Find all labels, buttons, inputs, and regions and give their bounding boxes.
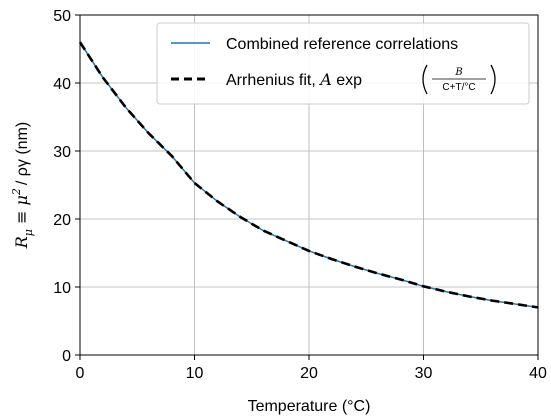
legend-paren-right [490,64,496,95]
legend-paren-left [422,64,428,95]
data-lines [78,41,539,309]
y-axis-label-sup: 2 [10,188,23,196]
y-tick-label: 50 [53,8,71,25]
legend-frac-denominator: C+T/°C [442,82,475,93]
legend-arrhenius-prefix: Arrhenius fit, [226,72,320,89]
y-tick-label: 40 [53,76,71,93]
svg-text:Arrhenius fit, A exp: Arrhenius fit, A exp [226,70,362,89]
x-tick-label: 0 [76,365,85,382]
legend-frac-numerator: B [454,67,462,78]
series-line-arrhenius [78,41,539,309]
legend-box [156,22,530,105]
x-tick-label: 10 [186,365,204,382]
legend-arrhenius-A: A [318,70,332,89]
y-tick-label: 0 [62,348,71,365]
legend-label-reference: Combined reference correlations [226,36,458,53]
y-tick-label: 30 [53,144,71,161]
ticks [75,14,539,360]
y-tick-label: 20 [53,212,71,229]
x-axis-label: Temperature (°C) [248,398,371,415]
y-axis-label-rest: ≡ μ [12,195,31,229]
x-tick-label: 20 [300,365,318,382]
y-axis-label-sub: μ [22,229,35,236]
legend-arrhenius-exp: exp [332,72,362,89]
y-tick-label: 10 [53,280,71,297]
x-tick-label: 40 [529,365,547,382]
y-axis-label-tail: / ργ (nm) [14,122,31,185]
tick-labels: 0 10 20 30 40 0 10 20 30 40 50 [53,8,547,382]
y-axis-label: Rμ ≡ μ2 / ργ (nm) [10,122,35,250]
legend: Combined reference correlations Arrheniu… [156,22,530,105]
legend-label-arrhenius: Arrhenius fit, A exp B C+T/°C [226,64,496,95]
y-axis-label-main: R [12,236,31,249]
x-tick-label: 30 [415,365,433,382]
